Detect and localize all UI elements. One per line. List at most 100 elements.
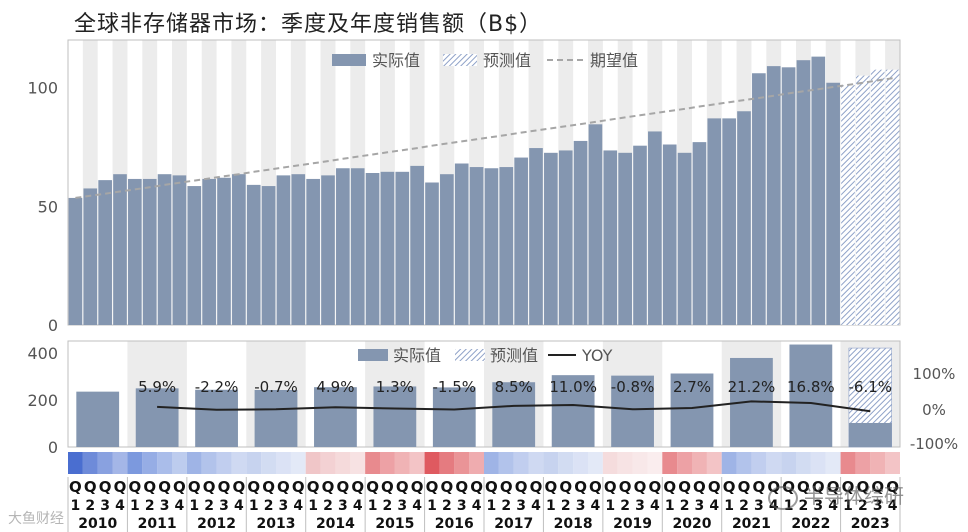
heat-cell (513, 452, 529, 474)
actual-quarter-bar (603, 150, 618, 325)
legend-yoy-label: YOY (581, 346, 613, 365)
actual-quarter-bar (766, 66, 781, 325)
year-tick-label: 2018 (554, 516, 593, 532)
quarter-tick-letter: Q (366, 478, 379, 496)
quarter-tick-number: 3 (635, 498, 645, 514)
quarter-tick-number: 2 (561, 498, 571, 514)
quarter-tick-number: 3 (160, 498, 170, 514)
legend-annual-actual-swatch (358, 349, 388, 361)
heat-cell (201, 452, 217, 474)
heat-cell (82, 452, 98, 474)
year-tick-label: 2023 (851, 516, 890, 532)
heat-cell (840, 452, 856, 474)
forecast-quarter-bar (870, 69, 885, 325)
top-y-tick-label: 0 (48, 316, 58, 335)
yoy-data-label: 2.7% (673, 378, 711, 396)
quarter-tick-number: 3 (100, 498, 110, 514)
quarter-tick-letter: Q (247, 478, 260, 496)
heat-cell (558, 452, 574, 474)
quarter-tick-number: 4 (412, 498, 422, 514)
quarter-tick-letter: Q (99, 478, 112, 496)
bottom-y2-tick-label: -100% (910, 435, 958, 453)
heat-cell (810, 452, 826, 474)
quarter-tick-letter: Q (544, 478, 557, 496)
year-tick-label: 2016 (435, 516, 474, 532)
bottom-y2-tick-label: 0% (922, 401, 946, 419)
heat-cell (231, 452, 247, 474)
watermark-right-text: 半导体综研 (804, 484, 904, 508)
quarter-tick-letter: Q (307, 478, 320, 496)
heat-cell (380, 452, 395, 474)
year-tick-label: 2013 (257, 516, 296, 532)
year-tick-label: 2011 (138, 516, 177, 532)
actual-quarter-bar (350, 168, 365, 325)
quarter-tick-letter: Q (351, 478, 364, 496)
quarter-tick-letter: Q (203, 478, 216, 496)
yoy-data-label: 5.9% (138, 378, 176, 396)
heat-cell (127, 452, 143, 474)
quarter-tick-letter: Q (336, 478, 349, 496)
quarter-tick-number: 2 (680, 498, 690, 514)
quarter-tick-letter: Q (426, 478, 439, 496)
actual-quarter-bar (276, 175, 291, 325)
quarter-tick-number: 3 (397, 498, 407, 514)
actual-annual-bar (432, 387, 476, 447)
quarter-tick-number: 3 (516, 498, 526, 514)
quarter-tick-letter: Q (842, 478, 855, 496)
quarter-tick-letter: Q (708, 478, 721, 496)
actual-quarter-bar (811, 56, 826, 325)
heat-cell (246, 452, 262, 474)
actual-quarter-bar (232, 174, 246, 325)
actual-quarter-bar (469, 167, 484, 325)
yoy-data-label: 1.3% (376, 378, 414, 396)
quarter-tick-letter: Q (574, 478, 587, 496)
quarter-tick-number: 4 (709, 498, 719, 514)
heat-cell (157, 452, 172, 474)
actual-annual-bar (373, 386, 417, 447)
actual-quarter-bar (737, 111, 751, 325)
quarter-tick-number: 2 (620, 498, 630, 514)
heat-cell (350, 452, 366, 474)
yoy-data-label: 8.5% (495, 378, 533, 396)
quarter-tick-number: 4 (531, 498, 541, 514)
heat-cell (335, 452, 351, 474)
yoy-data-label: 16.8% (787, 378, 835, 396)
actual-annual-bar (789, 344, 833, 447)
yoy-line (157, 400, 871, 413)
heat-cell (855, 452, 871, 474)
quarter-tick-number: 1 (487, 498, 497, 514)
actual-quarter-bar (440, 174, 454, 325)
actual-quarter-bar (558, 150, 573, 325)
heat-cell (424, 452, 440, 474)
bottom-panel-frame (67, 340, 901, 448)
heat-cell (365, 452, 380, 474)
quarter-tick-number: 1 (71, 498, 81, 514)
heat-cell (261, 452, 276, 474)
heat-cell (528, 452, 544, 474)
heat-cell (721, 452, 737, 474)
bottom-y-tick-label: 0 (48, 438, 58, 457)
quarter-tick-number: 2 (858, 498, 868, 514)
yoy-data-label: 4.9% (316, 378, 354, 396)
heat-cell (588, 452, 603, 474)
quarter-tick-letter: Q (218, 478, 231, 496)
quarter-tick-number: 4 (472, 498, 482, 514)
actual-quarter-bar (633, 145, 647, 325)
heat-cell (573, 452, 588, 474)
actual-annual-bar (492, 382, 536, 447)
quarter-tick-letter: Q (158, 478, 171, 496)
quarter-tick-letter: Q (619, 478, 632, 496)
actual-quarter-bar (172, 175, 187, 325)
yoy-data-label: -6.1% (849, 378, 893, 396)
quarter-tick-letter: Q (381, 478, 394, 496)
watermark-right: 半导体综研 (768, 480, 904, 510)
legend-annual-forecast-swatch (455, 349, 485, 361)
quarter-tick-number: 2 (145, 498, 155, 514)
heat-cell (766, 452, 782, 474)
quarter-tick-number: 1 (249, 498, 259, 514)
top-y-tick-label: 100 (27, 79, 58, 98)
quarter-tick-letter: Q (292, 478, 305, 496)
actual-quarter-bar (128, 178, 142, 325)
quarter-tick-number: 4 (175, 498, 185, 514)
